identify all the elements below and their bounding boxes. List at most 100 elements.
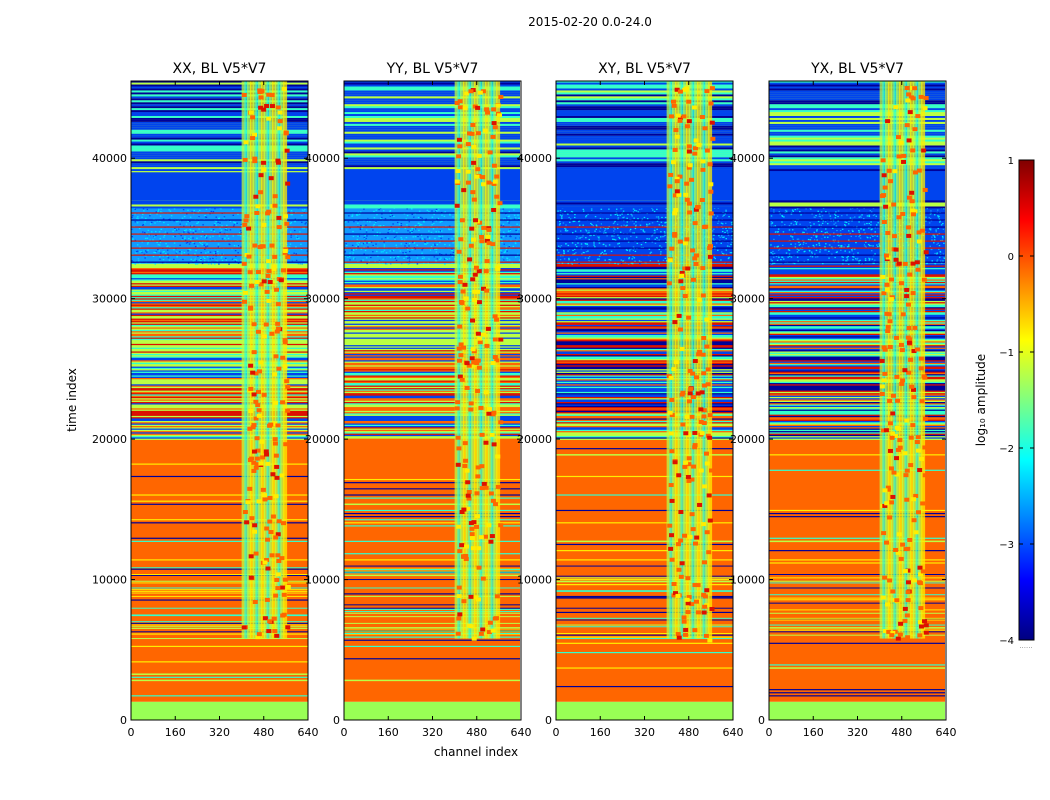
heatmap-cell [796,238,799,240]
rfi-cell [248,306,254,311]
heatmap-cell [239,255,242,257]
rfi-cell [279,473,285,478]
rfi-cell [484,343,490,348]
heatmap-cell [440,230,443,232]
heatmap-cell [206,256,209,258]
heatmap-cell [352,259,354,261]
heatmap-cell [499,245,502,247]
heatmap-cell [353,257,355,259]
heatmap-cell [191,225,193,228]
heatmap-row [769,577,945,579]
heatmap-cell [153,236,156,238]
heatmap-cell [446,258,449,260]
heatmap-row [769,304,945,306]
rfi-cell [682,266,688,271]
heatmap-cell [411,229,413,231]
heatmap-cell [229,220,232,222]
heatmap-cell [391,214,394,217]
heatmap-cell [852,217,854,219]
heatmap-row [131,500,308,502]
rfi-cell [679,346,685,351]
heatmap-cell [605,245,607,247]
rfi-cell [498,523,504,528]
rfi-cell [689,477,695,482]
heatmap-row [344,90,520,93]
heatmap-row [131,334,308,337]
heatmap-cell [426,209,429,211]
heatmap-row [769,303,945,305]
heatmap-cell [864,259,867,262]
heatmap-row [131,108,308,111]
rfi-cell [457,549,463,554]
heatmap-cell [664,232,666,234]
heatmap-row [556,410,733,413]
heatmap-row [344,318,520,320]
heatmap-cell [384,218,387,220]
rfi-cell [471,636,477,641]
heatmap-cell [847,255,849,258]
heatmap-cell [505,214,507,216]
heatmap-cell [297,263,300,265]
heatmap-cell [139,262,141,264]
heatmap-cell [609,259,612,261]
rfi-cell [242,157,248,162]
heatmap-row [556,131,733,134]
rfi-cell [479,234,485,239]
heatmap-cell [782,263,784,265]
heatmap-row [556,448,733,450]
heatmap-cell [301,221,303,223]
rfi-cell [460,289,466,294]
heatmap-row [344,289,520,291]
heatmap-row [769,602,945,604]
heatmap-cell [620,211,623,213]
heatmap-row [131,296,308,299]
rfi-column [241,81,246,639]
heatmap-row [131,300,308,303]
heatmap-cell [421,217,423,219]
heatmap-cell [870,245,872,247]
heatmap-row [131,332,308,334]
rfi-cell [698,468,704,473]
rfi-column [454,81,459,639]
heatmap-cell [811,211,813,213]
rfi-cell [266,269,272,274]
heatmap-cell [419,216,422,218]
rfi-cell [704,530,710,535]
rfi-column [255,81,260,639]
heatmap-cell [189,241,191,243]
heatmap-cell [606,230,608,232]
heatmap-cell [575,238,578,240]
heatmap-cell [590,222,592,225]
heatmap-row [344,165,520,168]
heatmap-row [344,373,520,376]
heatmap-cell [617,218,619,220]
heatmap-cell [663,235,665,238]
heatmap-cell [427,259,430,261]
heatmap-row [131,267,308,270]
heatmap-row [556,143,733,146]
heatmap-row [344,139,520,142]
heatmap-row [556,219,733,221]
heatmap-cell [420,234,423,236]
heatmap-row [556,308,733,310]
heatmap-row [131,365,308,367]
heatmap-row [344,426,520,429]
heatmap-cell [438,209,440,211]
heatmap-cell [239,223,241,225]
heatmap-cell [929,245,931,247]
heatmap-row [131,159,308,162]
heatmap-cell [299,231,301,233]
heatmap-cell [591,223,593,226]
rfi-cell [474,174,480,179]
heatmap-row [556,389,733,391]
rfi-cell [480,89,486,94]
heatmap-row [131,121,308,124]
heatmap-cell [288,246,291,248]
heatmap-cell [179,220,182,222]
rfi-cell [690,395,696,400]
heatmap-cell [347,245,350,247]
heatmap-cell [378,259,381,262]
heatmap-row [556,123,733,126]
heatmap-cell [224,237,226,239]
heatmap-cell [770,221,773,223]
